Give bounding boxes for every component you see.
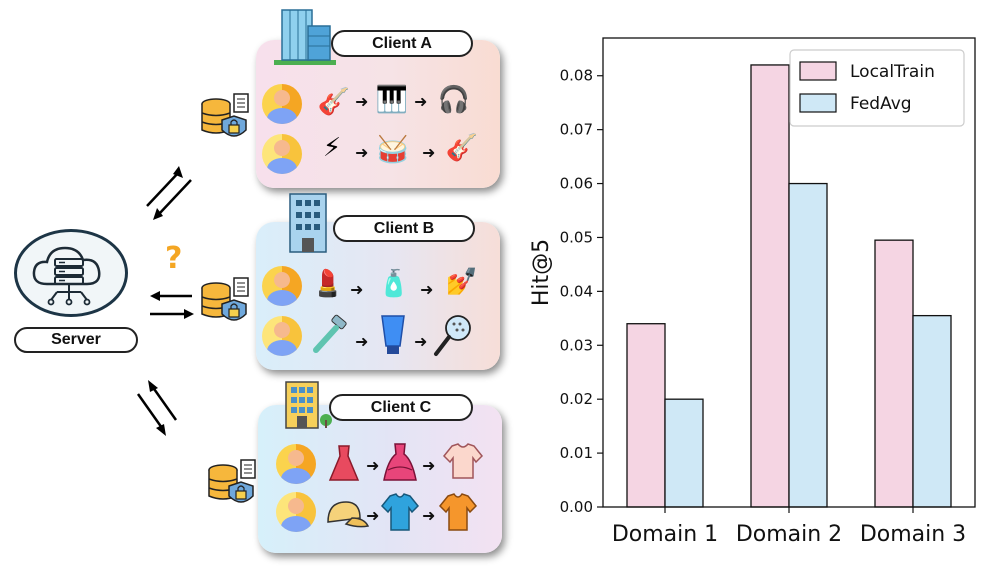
arrow-right-icon: ➜ — [355, 143, 369, 162]
client-a-label: Client A — [331, 30, 473, 57]
y-tick-label: 0.00 — [560, 498, 593, 516]
legend-label-fedavg: FedAvg — [850, 94, 912, 114]
arrow-right-icon: ➜ — [350, 280, 364, 299]
arrow-right-icon: ➜ — [414, 332, 428, 351]
y-axis-label: Hit@5 — [529, 239, 554, 306]
electric-guitar-icon: ⚡ — [322, 133, 342, 163]
building-icon — [289, 193, 327, 253]
x-tick-label: Domain 3 — [860, 522, 966, 547]
y-tick-label: 0.06 — [560, 175, 593, 193]
arrow-right-icon: ➜ — [422, 143, 436, 162]
y-tick-label: 0.04 — [560, 282, 593, 300]
lipstick-icon: 💄 — [311, 269, 345, 299]
server-node — [14, 229, 128, 317]
arrows-server-client-a-icon — [146, 166, 192, 220]
legend-label-localtrain: LocalTrain — [850, 62, 935, 82]
user-avatar — [262, 84, 302, 124]
arrow-right-icon: ➜ — [420, 280, 434, 299]
arrow-right-icon: ➜ — [355, 332, 369, 351]
user-avatar — [262, 266, 302, 306]
user-avatar — [276, 492, 316, 532]
bar-fedavg-3 — [912, 314, 952, 508]
guitar-icon: 🎸 — [445, 133, 479, 163]
razor-icon — [313, 314, 347, 353]
bar-fedavg-1 — [664, 398, 704, 508]
legend-swatch-localtrain — [799, 61, 837, 81]
guitar-icon: 🎸 — [317, 87, 351, 117]
arrow-right-icon: ➜ — [366, 456, 380, 475]
arrow-right-icon: ➜ — [422, 506, 436, 525]
server-label: Server — [14, 327, 138, 353]
dress-icon — [328, 445, 360, 481]
bar-localtrain-2 — [750, 64, 790, 508]
y-tick-label: 0.07 — [560, 121, 593, 139]
y-tick-label: 0.05 — [560, 228, 593, 246]
blouse-icon — [442, 443, 484, 479]
y-tick-label: 0.08 — [560, 67, 593, 85]
polo-shirt-icon — [380, 493, 420, 531]
user-avatar — [262, 316, 302, 356]
arrow-right-icon: ➜ — [422, 456, 436, 475]
user-avatar — [276, 444, 316, 484]
arrow-right-icon: ➜ — [355, 92, 369, 111]
drum-kit-icon: 🥁 — [376, 135, 410, 165]
cap-icon — [327, 501, 370, 528]
x-tick-label: Domain 1 — [612, 522, 718, 547]
keyboard-piano-icon: 🎹 — [375, 85, 409, 115]
database-lock-icon — [201, 93, 249, 137]
x-tick-label: Domain 2 — [736, 522, 842, 547]
arrow-right-icon: ➜ — [366, 506, 380, 525]
database-lock-icon — [208, 459, 256, 503]
makeup-kit-icon: 💅 — [445, 267, 479, 297]
bar-fedavg-2 — [788, 182, 828, 508]
bar-localtrain-1 — [626, 323, 666, 508]
arrows-server-client-c-icon — [136, 380, 178, 436]
building-icon — [274, 9, 336, 65]
arrows-server-client-b-icon — [150, 291, 194, 319]
y-tick-label: 0.03 — [560, 336, 593, 354]
legend-swatch-fedavg — [799, 93, 837, 113]
client-b-label: Client B — [333, 215, 475, 242]
bar-localtrain-3 — [874, 239, 914, 508]
cosmetics-icon: 🧴 — [377, 269, 411, 299]
building-icon — [285, 381, 332, 429]
arrow-right-icon: ➜ — [414, 92, 428, 111]
user-avatar — [262, 134, 302, 174]
party-dress-icon — [383, 443, 417, 481]
server-cloud-icon — [32, 246, 101, 306]
client-c-label: Client C — [329, 394, 473, 421]
headphones-icon: 🎧 — [437, 85, 471, 115]
y-tick-label: 0.02 — [560, 390, 593, 408]
cream-tube-icon — [381, 315, 405, 354]
tshirt-icon — [438, 493, 478, 531]
database-lock-icon — [201, 277, 249, 321]
question-mark-icon: ? — [165, 241, 183, 276]
hair-brush-icon — [434, 315, 471, 356]
y-tick-label: 0.01 — [560, 444, 593, 462]
